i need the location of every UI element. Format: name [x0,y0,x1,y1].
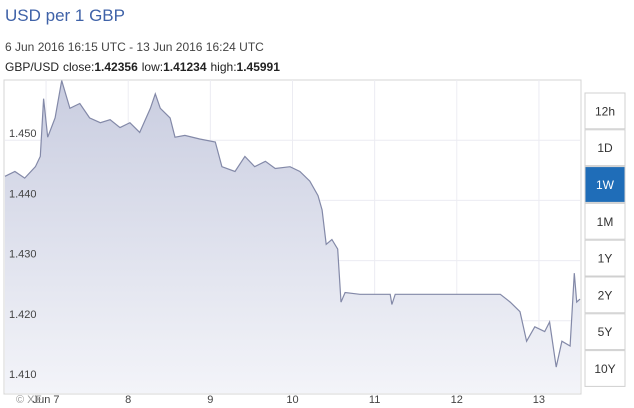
price-line [4,80,581,368]
chart-title: USD per 1 GBP [5,6,125,25]
range-buttons: 12h 1D 1W 1M 1Y 2Y 5Y 10Y [584,92,626,387]
y-tick-label: 1.450 [9,128,37,140]
range-button-label[interactable]: 2Y [598,288,613,302]
x-tick-label: 10 [286,394,298,406]
range-button-label[interactable]: 10Y [594,362,615,376]
range-button[interactable] [584,239,626,277]
y-tick-label: 1.430 [9,249,37,261]
range-button-label[interactable]: 1M [597,215,614,229]
range-button-label[interactable]: 12h [595,104,615,118]
stat-label: high: [211,60,237,74]
stat-value: 1.45991 [237,60,281,74]
area-fill [5,80,580,393]
range-button-label[interactable]: 1D [597,141,613,155]
stats-line: GBP/USD close:1.42356 low:1.41234 high:1.45… [5,60,280,74]
range-button[interactable] [584,202,626,240]
range-button[interactable] [584,129,626,167]
marks [4,80,581,393]
range-button-label[interactable]: 5Y [598,325,613,339]
x-tick-label: 12 [451,394,463,406]
stat-label: close: [63,60,94,74]
watermark: © XE [16,394,42,406]
y-tick-label: 1.410 [9,369,37,381]
stat-value: 1.42356 [94,60,138,74]
x-tick-label: 8 [125,394,131,406]
range-button-label[interactable]: 1W [596,178,615,192]
chart-subtitle: 6 Jun 2016 16:15 UTC - 13 Jun 2016 16:24… [5,40,264,54]
range-button[interactable] [584,350,626,387]
x-tick-label: 13 [533,394,545,406]
x-tick-label: 11 [369,394,380,406]
y-tick-label: 1.420 [9,309,37,321]
range-button[interactable] [584,166,626,203]
pair: GBP/USD [5,60,59,74]
stat-value: 1.41234 [163,60,207,74]
y-tick-label: 1.440 [9,188,37,200]
range-button-label[interactable]: 1Y [598,252,613,266]
range-button[interactable] [584,313,626,351]
labels: 1.410 1.420 1.430 1.440 1.450 Jun 7 8 9 10 11 12 13… [9,128,545,406]
x-tick-label: 9 [207,394,213,406]
range-button[interactable] [584,92,626,130]
stat-label: low: [142,60,163,74]
x-tick-label: Jun 7 [33,394,60,406]
range-button[interactable] [584,276,626,314]
